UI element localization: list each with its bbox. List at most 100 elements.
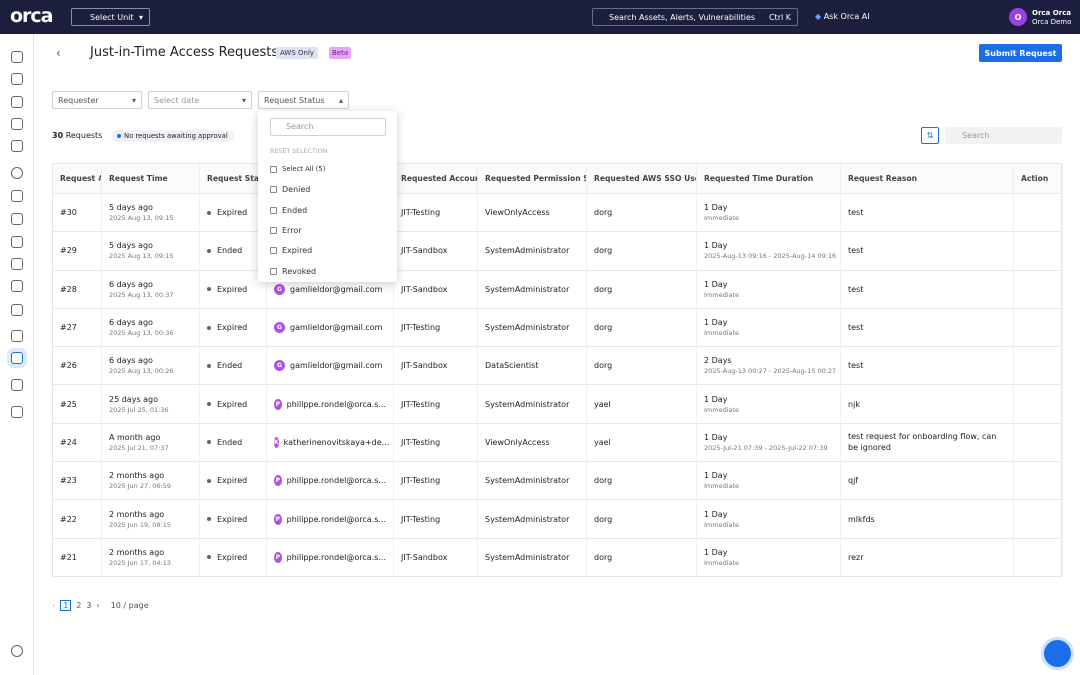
nav-icon[interactable] [11, 330, 23, 342]
header-cell: Request Time [102, 164, 200, 193]
requester-filter[interactable]: Requester ▾ [52, 91, 142, 109]
header-cell: Requested Time Duration [697, 164, 841, 193]
sort-button[interactable]: ⇅ [921, 127, 939, 144]
status-option[interactable]: Expired [270, 246, 312, 255]
nav-icon[interactable] [11, 51, 23, 63]
date-filter[interactable]: Select date ▾ [148, 91, 252, 109]
duration: 1 Day [704, 318, 728, 328]
cell: Expired [200, 385, 267, 423]
nav-icon[interactable] [11, 258, 23, 270]
option-label: Revoked [282, 266, 317, 276]
cell: 1 Day Immediate [697, 462, 841, 500]
cell [1014, 462, 1063, 500]
page-number[interactable]: 3 [86, 601, 92, 610]
table-search[interactable]: Search [945, 127, 1062, 144]
nav-icon[interactable] [11, 645, 23, 657]
cell [1014, 308, 1063, 347]
status-option[interactable]: Error [270, 226, 302, 235]
cell: #30 [53, 194, 102, 232]
nav-icon[interactable] [11, 213, 23, 225]
back-button[interactable]: ‹ [56, 46, 61, 60]
search-placeholder: Search Assets, Alerts, Vulnerabilities [609, 12, 756, 22]
logo[interactable]: orca [10, 5, 54, 27]
page-number[interactable]: 1 [60, 600, 72, 611]
status-dropdown: Search RESET SELECTION Select All (5) Den… [258, 111, 397, 282]
cell: 1 Day Immediate [697, 270, 841, 308]
timestamp: 2025 Jun 17, 04:13 [109, 558, 171, 567]
filter-label: Requester [58, 95, 99, 105]
option-label: Denied [282, 185, 311, 195]
cell: #23 [53, 462, 102, 500]
nav-icon[interactable] [11, 352, 23, 364]
ask-ai-label: Ask Orca AI [823, 12, 870, 21]
shortcut: Ctrl K [768, 12, 791, 22]
status-dot [207, 210, 211, 215]
cell: test [841, 232, 1014, 270]
duration-window: Immediate [704, 405, 740, 414]
nav-icon[interactable] [11, 140, 23, 152]
status-filter[interactable]: Request Status ▴ [258, 91, 349, 109]
cell: test [841, 270, 1014, 308]
table-row: #21 2 months ago 2025 Jun 17, 04:13 Expired… [53, 537, 1063, 576]
timestamp: 2025 Aug 13, 09:15 [109, 214, 174, 223]
nav-icon[interactable] [11, 236, 23, 248]
cell: 1 Day 2025-Aug-13 09:16 - 2025-Aug-14 09:… [697, 232, 841, 270]
duration: 1 Day [704, 509, 728, 519]
status-option[interactable]: Denied [270, 185, 310, 194]
pagination: ‹ 1 2 3 › 10 / page [52, 600, 149, 611]
dropdown-search[interactable]: Search [270, 118, 386, 136]
cell: Expired [200, 270, 267, 308]
nav-icon[interactable] [11, 304, 23, 316]
ask-ai[interactable]: ◆ Ask Orca AI [815, 12, 870, 21]
duration: 2 Days [704, 356, 732, 366]
cell: 1 Day Immediate [697, 194, 841, 232]
nav-icon[interactable] [11, 406, 23, 418]
option-label: Select All (5) [282, 165, 326, 173]
checkbox [270, 267, 277, 275]
submit-button[interactable]: Submit Request [979, 44, 1062, 62]
duration-window: Immediate [704, 329, 740, 338]
global-search[interactable]: Search Assets, Alerts, Vulnerabilities Ct… [592, 8, 798, 26]
checkbox [270, 206, 277, 214]
header-cell: Request Reason [841, 164, 1014, 193]
filter-label: Request Status [264, 95, 325, 105]
reset-selection[interactable]: RESET SELECTION [270, 148, 328, 155]
cell: SystemAdministrator [478, 385, 587, 423]
cell: Expired [200, 538, 267, 576]
status-option[interactable]: Ended [270, 206, 307, 215]
time-ago: 5 days ago [109, 241, 153, 251]
status: Expired [217, 552, 248, 562]
status-option[interactable]: Select All (5) [270, 165, 325, 173]
cell: 2 months ago 2025 Jun 17, 04:13 [102, 538, 200, 576]
avatar[interactable]: O [1009, 8, 1027, 26]
nav-icon[interactable] [11, 73, 23, 85]
requester: philippe.rondel@orca.s... [286, 552, 386, 562]
nav-icon[interactable] [11, 280, 23, 292]
header-row: Request # Request Time Request Status Reque… [53, 164, 1063, 193]
time-ago: 25 days ago [109, 394, 159, 404]
nav-icon[interactable] [11, 96, 23, 108]
next-page[interactable]: › [96, 601, 100, 610]
page-size[interactable]: 10 / page [110, 601, 149, 610]
requester-avatar: P [274, 398, 282, 410]
nav-icon[interactable] [11, 379, 23, 391]
requester: gamlieldor@gmail.com [290, 361, 383, 371]
page-number[interactable]: 2 [76, 601, 82, 610]
requester: katherinenovitskaya+de... [283, 437, 390, 447]
pending-chip: No requests awaiting approval [111, 130, 234, 142]
nav-icon[interactable] [11, 190, 23, 202]
cell: JIT-Testing [394, 308, 478, 347]
chat-button[interactable] [1044, 640, 1071, 667]
nav-icon[interactable] [11, 167, 23, 179]
status-option[interactable]: Revoked [270, 267, 316, 276]
cell: njk [841, 385, 1014, 423]
timestamp: 2025 Aug 13, 00:36 [109, 329, 174, 338]
status: Ended [217, 246, 243, 256]
nav-icon[interactable] [11, 118, 23, 130]
unit-select[interactable]: Select Unit ▾ [71, 8, 150, 26]
